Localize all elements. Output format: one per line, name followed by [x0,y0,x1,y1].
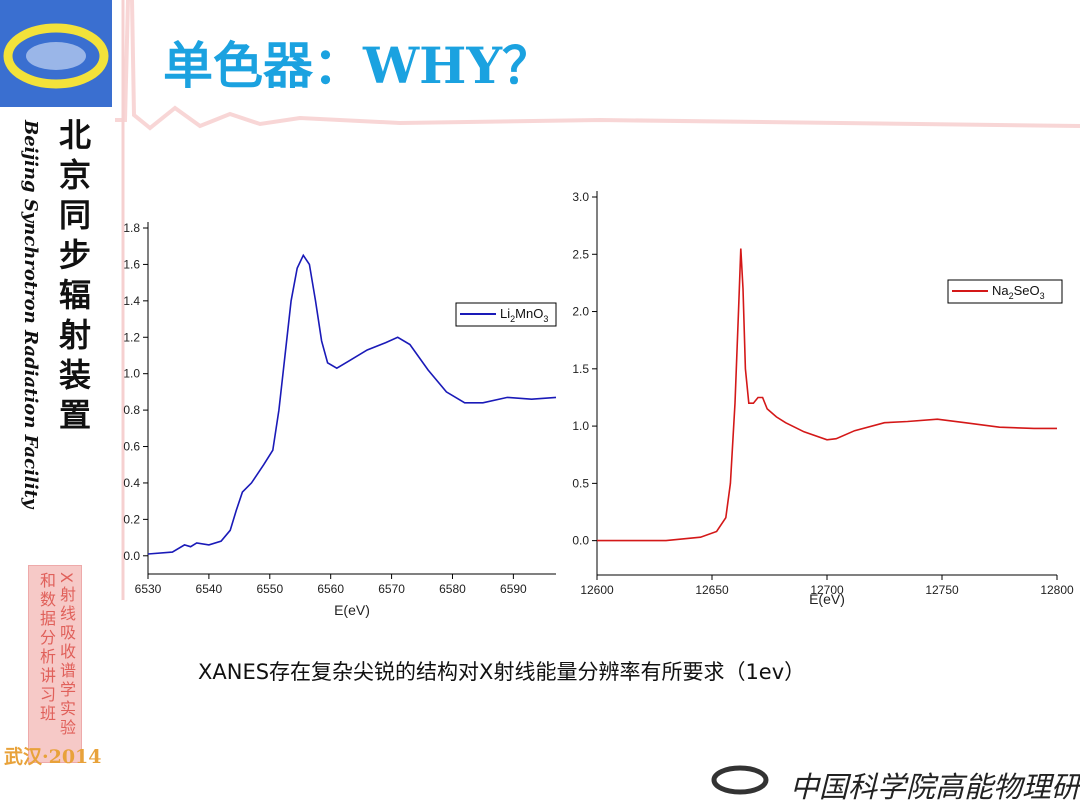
decor-wave [115,0,1080,131]
legend-box [455,302,557,327]
course-line: 和数据分析讲习班 [37,572,56,724]
logo-ring [3,23,109,89]
data-line [147,253,557,555]
x-tick-label: 12700 [810,583,844,597]
x-axis-label: E(eV) [334,602,370,618]
y-tick-label: 0.8 [123,403,140,417]
legend-label: Na2SeO3 [992,283,1045,301]
x-tick-label: 12800 [1040,583,1074,597]
x-tick-label: 6570 [378,582,405,596]
data-line [597,248,1057,542]
y-tick-label: 1.6 [123,257,140,271]
title: 单色器：WHY？ [163,36,553,95]
y-tick-label: 1.8 [123,221,140,235]
legend-box [947,279,1063,304]
x-axis-label: E(eV) [809,591,845,607]
y-tick-label: 3.0 [572,190,589,204]
organization: 中国科学院高能物理研究所 [790,770,1080,804]
y-tick-label: 1.5 [572,362,589,376]
x-tick-label: 12750 [925,583,959,597]
y-tick-label: 0.2 [123,512,140,526]
x-tick-label: 6550 [256,582,283,596]
x-tick-label: 6560 [317,582,344,596]
logo-core [26,42,86,70]
x-tick-label: 6540 [196,582,223,596]
y-tick-label: 0.6 [123,440,140,454]
y-tick-label: 1.0 [572,419,589,433]
y-tick-label: 2.5 [572,247,589,261]
y-tick-label: 2.0 [572,305,589,319]
y-tick-label: 0.0 [123,549,140,563]
x-tick-label: 6580 [439,582,466,596]
org-logo [711,765,769,795]
course-line: X射线吸收谱学实验 [57,572,76,738]
y-tick-label: 1.0 [123,367,140,381]
institute-en: Beijing Synchrotron Radiation Facility [20,120,41,509]
caption: XANES存在复杂尖锐的结构对X射线能量分辨率有所要求（1ev） [198,660,806,684]
y-tick-label: 0.5 [572,476,589,490]
course-box: X射线吸收谱学实验 和数据分析讲习班 [28,565,82,763]
y-tick-label: 0.0 [572,534,589,548]
x-tick-label: 12650 [695,583,729,597]
x-tick-label: 6590 [500,582,527,596]
y-tick-label: 0.4 [123,476,140,490]
place-year: 武汉·2014 [4,746,102,768]
legend-label: Li2MnO3 [500,306,548,324]
institute-cn: 北京同步辐射装置 [54,118,92,438]
x-tick-label: 6530 [135,582,162,596]
y-tick-label: 1.2 [123,330,140,344]
y-tick-label: 1.4 [123,294,140,308]
x-tick-label: 12600 [580,583,614,597]
